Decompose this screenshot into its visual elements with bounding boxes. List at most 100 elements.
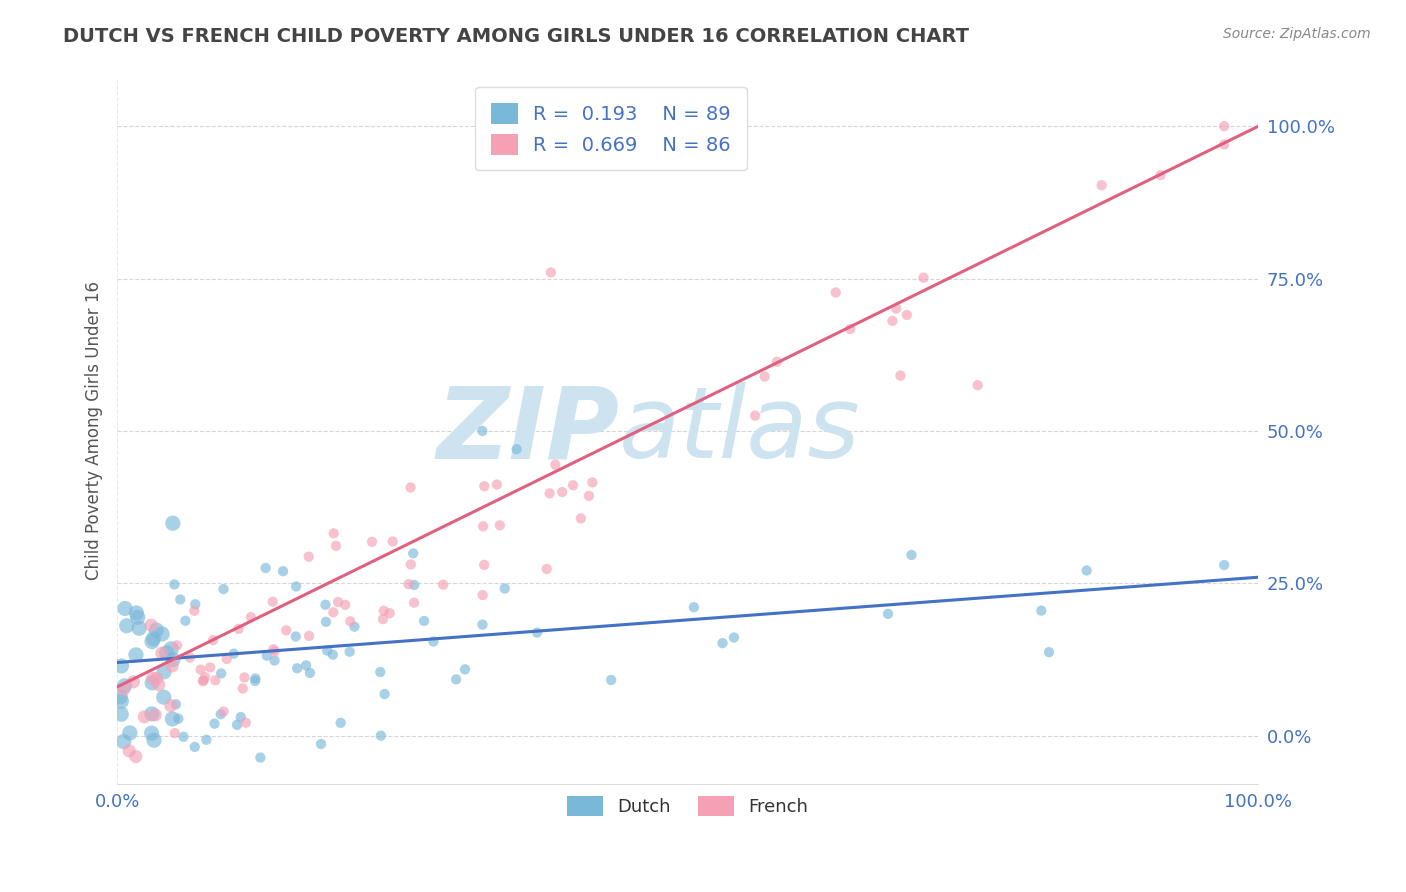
Point xyxy=(329,715,352,730)
Point xyxy=(361,534,384,549)
Point xyxy=(118,726,141,740)
Point xyxy=(339,645,361,659)
Point xyxy=(174,614,197,628)
Point xyxy=(215,652,238,666)
Point xyxy=(229,710,252,724)
Point xyxy=(128,621,150,635)
Point xyxy=(744,409,766,423)
Point xyxy=(118,744,141,758)
Point xyxy=(374,687,396,701)
Point xyxy=(114,679,136,693)
Point xyxy=(368,665,391,679)
Point xyxy=(884,301,907,316)
Point xyxy=(444,673,467,687)
Point xyxy=(298,665,321,680)
Point xyxy=(263,644,285,658)
Point xyxy=(173,730,195,744)
Point xyxy=(766,355,789,369)
Point xyxy=(110,707,132,722)
Point xyxy=(413,614,436,628)
Point xyxy=(569,511,592,525)
Point xyxy=(122,674,145,689)
Point xyxy=(134,710,156,724)
Point xyxy=(378,606,401,620)
Point xyxy=(228,622,250,636)
Point xyxy=(184,597,207,611)
Point xyxy=(179,650,201,665)
Point xyxy=(284,630,307,644)
Point xyxy=(143,708,166,723)
Point xyxy=(325,539,347,553)
Point xyxy=(966,378,988,392)
Point xyxy=(245,672,267,686)
Point xyxy=(494,582,516,596)
Point xyxy=(148,678,170,692)
Point xyxy=(112,734,135,748)
Point xyxy=(1076,564,1098,578)
Point xyxy=(912,270,935,285)
Point xyxy=(150,646,173,660)
Point xyxy=(404,596,426,610)
Point xyxy=(190,663,212,677)
Point xyxy=(232,681,254,696)
Point xyxy=(315,615,337,629)
Text: ZIP: ZIP xyxy=(436,383,619,479)
Point xyxy=(1213,137,1236,152)
Point xyxy=(160,641,183,656)
Point xyxy=(145,671,167,685)
Point xyxy=(115,619,138,633)
Point xyxy=(1213,558,1236,572)
Point xyxy=(143,733,166,747)
Point xyxy=(432,577,454,591)
Point xyxy=(150,627,173,641)
Point xyxy=(339,615,361,629)
Point xyxy=(488,518,510,533)
Point xyxy=(110,690,132,704)
Point xyxy=(276,624,298,638)
Point xyxy=(195,732,218,747)
Point xyxy=(370,729,392,743)
Point xyxy=(204,673,226,688)
Point xyxy=(824,285,846,300)
Point xyxy=(153,665,176,679)
Point xyxy=(1149,168,1171,182)
Point xyxy=(271,564,294,578)
Point xyxy=(204,716,226,731)
Point xyxy=(209,666,232,681)
Point xyxy=(262,595,284,609)
Point xyxy=(298,549,321,564)
Point xyxy=(141,634,163,648)
Point xyxy=(222,647,245,661)
Point xyxy=(472,519,495,533)
Point xyxy=(142,672,165,686)
Point xyxy=(141,726,163,740)
Point xyxy=(314,598,336,612)
Point xyxy=(156,646,179,660)
Point xyxy=(1091,178,1114,193)
Point xyxy=(562,478,585,492)
Point xyxy=(505,442,527,457)
Point xyxy=(166,638,188,652)
Point xyxy=(343,620,366,634)
Point xyxy=(127,610,149,624)
Point xyxy=(335,598,357,612)
Point xyxy=(471,424,494,438)
Legend: Dutch, French: Dutch, French xyxy=(558,787,818,825)
Point xyxy=(472,479,495,493)
Point xyxy=(141,706,163,721)
Point xyxy=(233,670,256,684)
Point xyxy=(544,458,567,472)
Point xyxy=(169,592,191,607)
Point xyxy=(191,674,214,689)
Point xyxy=(141,675,163,690)
Point xyxy=(256,648,278,663)
Point xyxy=(889,368,911,383)
Point xyxy=(243,673,266,688)
Point xyxy=(198,660,221,674)
Point xyxy=(262,642,284,657)
Point xyxy=(249,750,271,764)
Point xyxy=(183,604,205,618)
Point xyxy=(125,749,148,764)
Point xyxy=(900,548,922,562)
Point xyxy=(285,580,308,594)
